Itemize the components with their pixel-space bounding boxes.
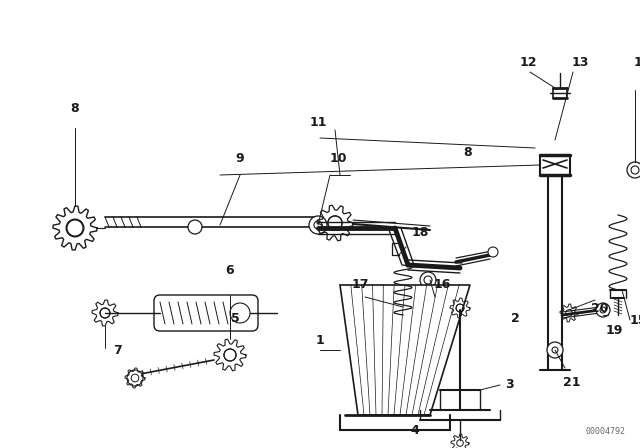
Text: 11: 11 [309,116,327,129]
Text: 00004792: 00004792 [585,427,625,436]
Text: 21: 21 [563,375,580,388]
Text: 15: 15 [629,314,640,327]
Circle shape [127,370,143,386]
Text: 10: 10 [329,151,347,164]
Text: 9: 9 [236,151,244,164]
Bar [105,217,318,227]
Circle shape [188,220,202,234]
Text: 19: 19 [605,323,623,336]
Circle shape [547,342,563,358]
Text: 14: 14 [633,56,640,69]
Text: 5: 5 [230,311,239,324]
Text: 1: 1 [316,333,324,346]
FancyBboxPatch shape [154,295,258,331]
Text: 13: 13 [572,56,589,69]
Bar [541,156,569,174]
Text: 8: 8 [70,102,79,115]
Text: 3: 3 [506,379,515,392]
Text: 7: 7 [114,344,122,357]
Polygon shape [340,285,470,415]
Bar [549,175,561,355]
Text: 2: 2 [511,311,520,324]
Text: 17: 17 [351,279,369,292]
Circle shape [309,216,327,234]
Text: 8: 8 [464,146,472,159]
Text: 4: 4 [411,423,419,436]
Text: 16: 16 [433,279,451,292]
Circle shape [230,303,250,323]
Text: 12: 12 [519,56,537,69]
Text: 6: 6 [226,263,234,276]
Circle shape [420,272,436,288]
Text: 20: 20 [591,302,609,314]
Text: 18: 18 [412,225,429,238]
Circle shape [596,303,610,317]
Circle shape [627,162,640,178]
Circle shape [488,247,498,257]
